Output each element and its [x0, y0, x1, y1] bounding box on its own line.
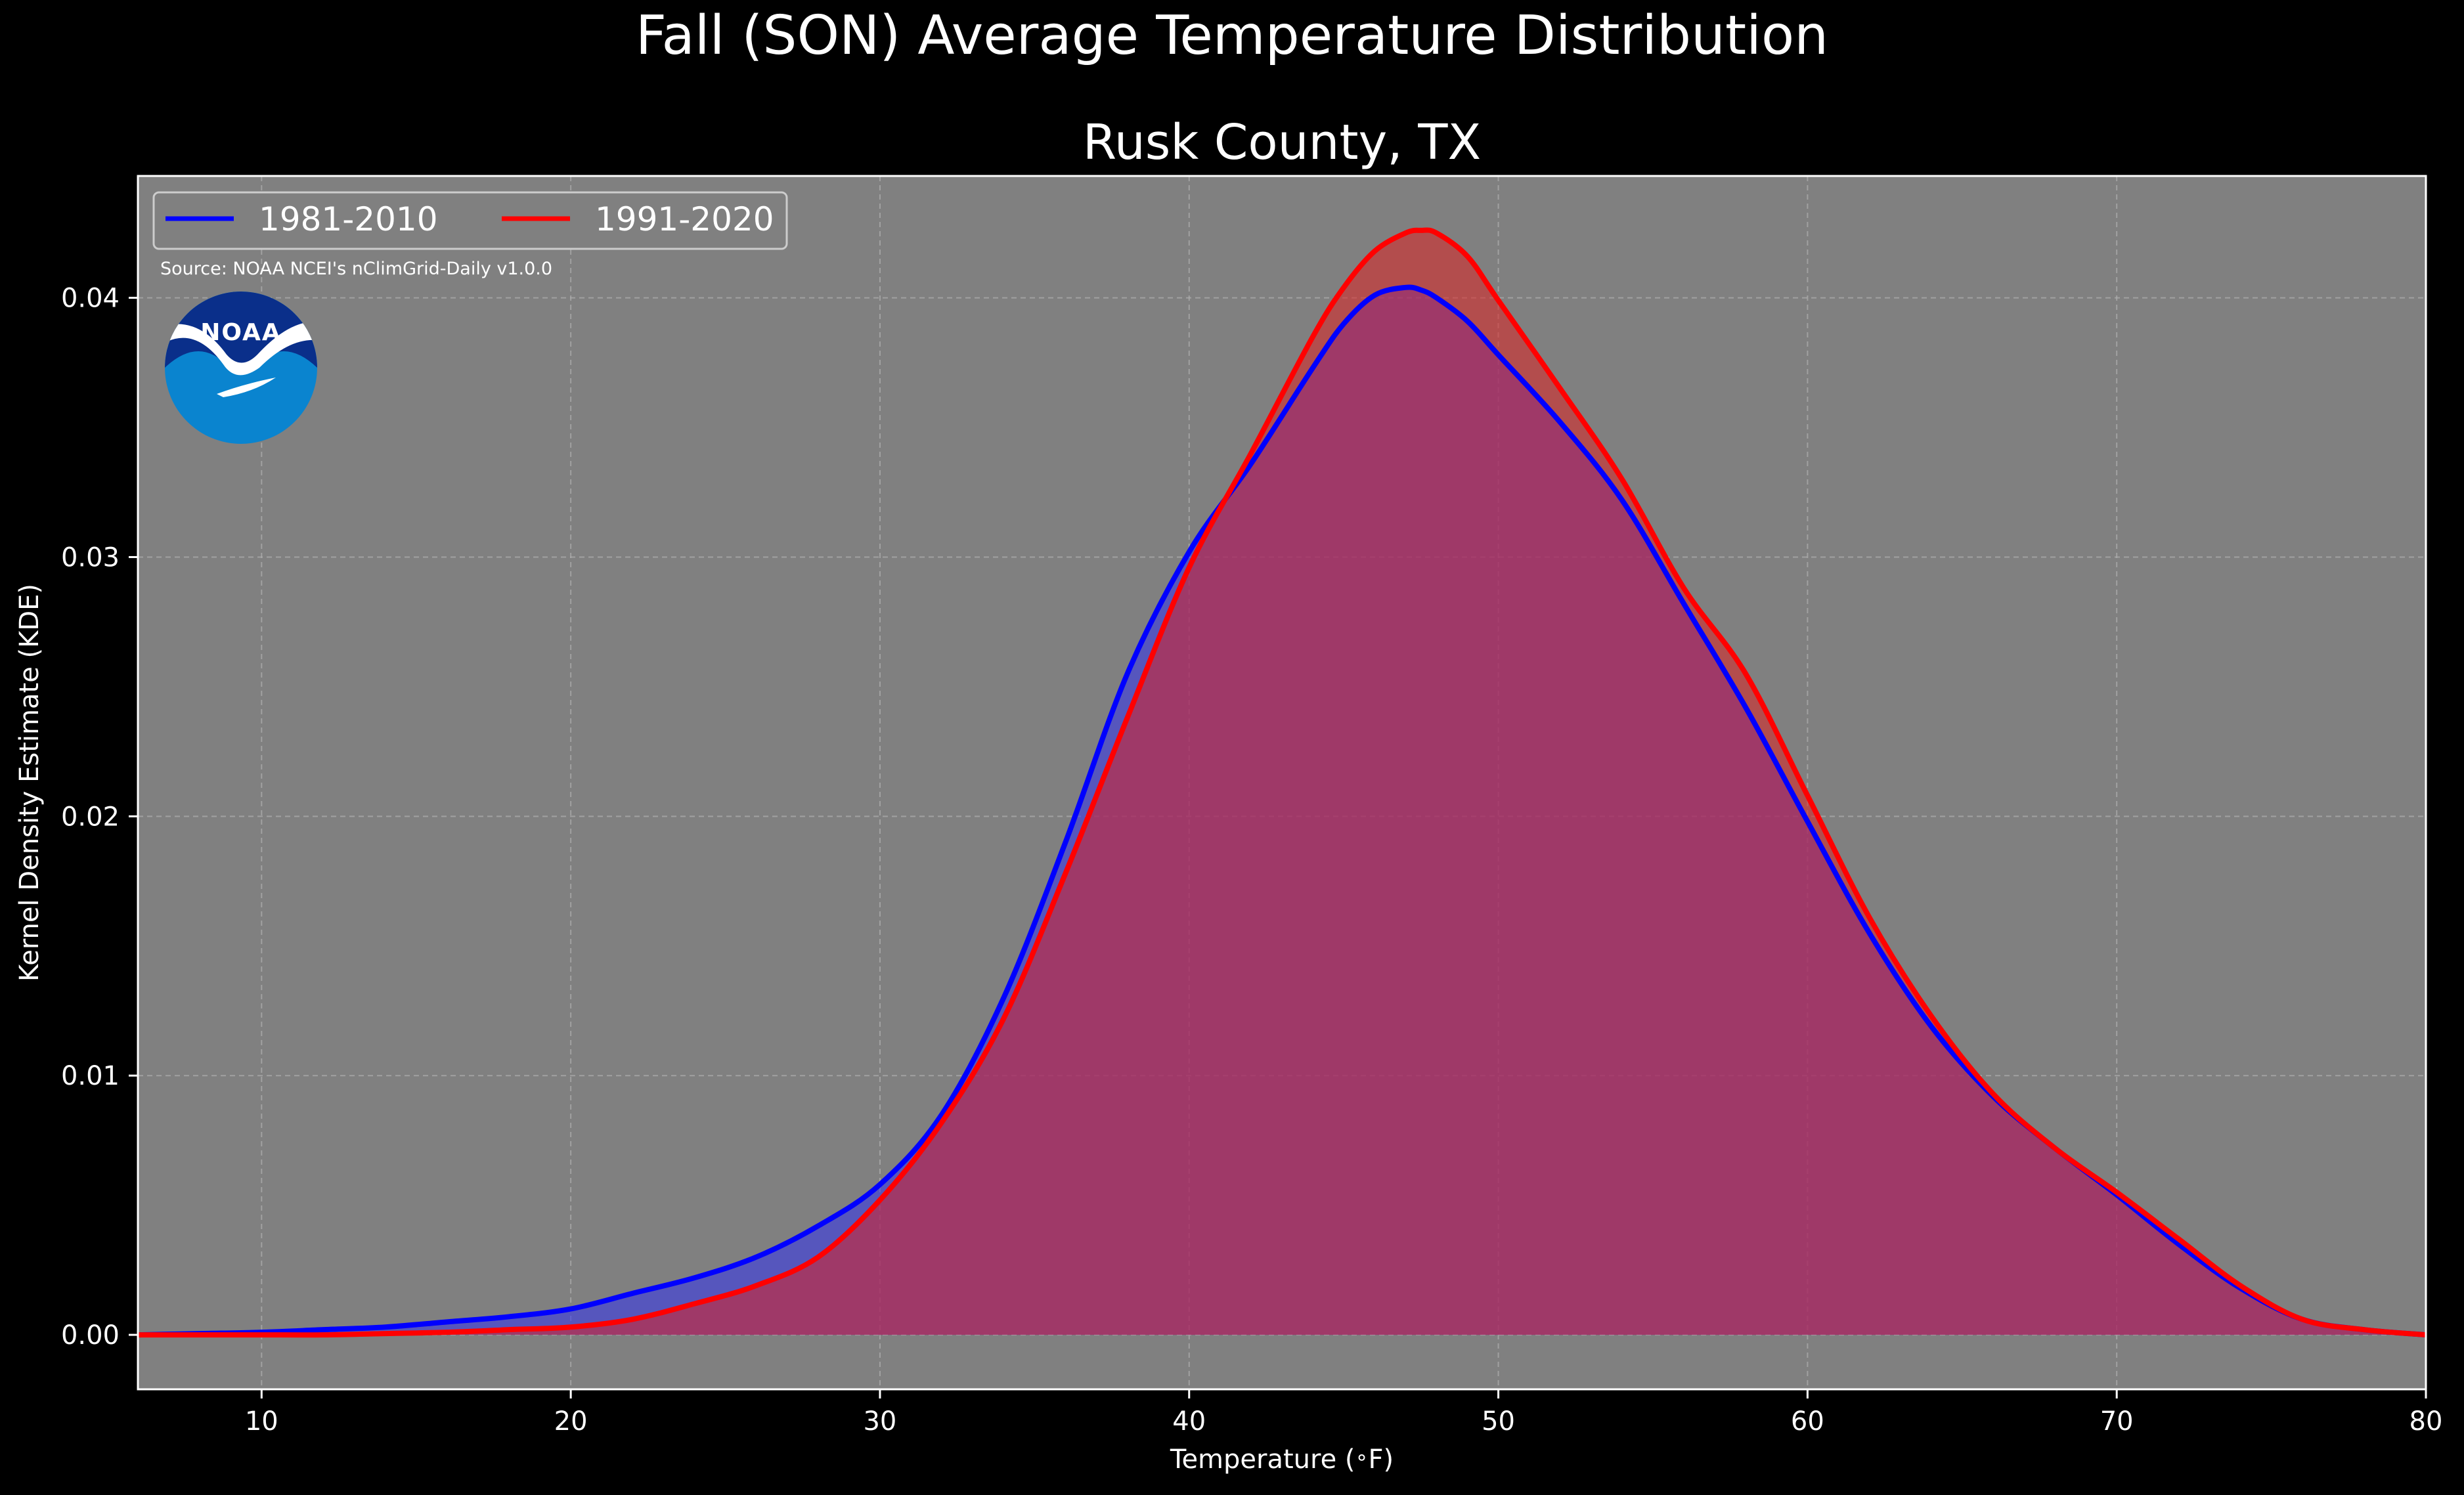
x-tick-label: 60 — [1791, 1406, 1824, 1437]
x-tick-label: 80 — [2409, 1406, 2443, 1437]
y-tick-label: 0.01 — [61, 1061, 120, 1091]
y-tick-label: 0.00 — [61, 1320, 120, 1351]
y-tick-label: 0.03 — [61, 542, 120, 573]
legend-label-1991-2020: 1991-2020 — [595, 200, 774, 238]
chart-title: Fall (SON) Average Temperature Distribut… — [636, 5, 1828, 67]
x-tick-label: 10 — [245, 1406, 278, 1437]
series-layer — [137, 227, 2427, 1338]
x-tick-label: 70 — [2100, 1406, 2134, 1437]
y-axis-label: Kernel Density Estimate (KDE) — [14, 584, 45, 982]
legend-label-1981-2010: 1981-2010 — [259, 200, 438, 238]
noaa-logo-icon: NOAA — [165, 292, 317, 444]
y-tick-label: 0.04 — [61, 284, 120, 314]
y-axis: 0.00 0.01 0.02 0.03 0.04 — [61, 284, 138, 1351]
legend: 1981-2010 1991-2020 — [152, 191, 788, 250]
x-tick-label: 50 — [1482, 1406, 1515, 1437]
chart-subtitle: Rusk County, TX — [1083, 114, 1481, 171]
area-fill-1991-2020 — [138, 230, 2426, 1335]
series-line-1991-2020 — [137, 227, 2427, 1338]
x-axis: 10 20 30 40 50 60 70 80 — [245, 1389, 2443, 1437]
plot-frame — [137, 175, 2427, 1391]
source-note: Source: NOAA NCEI's nClimGrid-Daily v1.0… — [160, 259, 552, 279]
legend-box — [152, 191, 788, 250]
x-tick-label: 20 — [554, 1406, 588, 1437]
y-tick-label: 0.02 — [61, 802, 120, 832]
svg-text:NOAA: NOAA — [200, 319, 282, 346]
x-tick-label: 40 — [1172, 1406, 1206, 1437]
x-tick-label: 30 — [863, 1406, 896, 1437]
